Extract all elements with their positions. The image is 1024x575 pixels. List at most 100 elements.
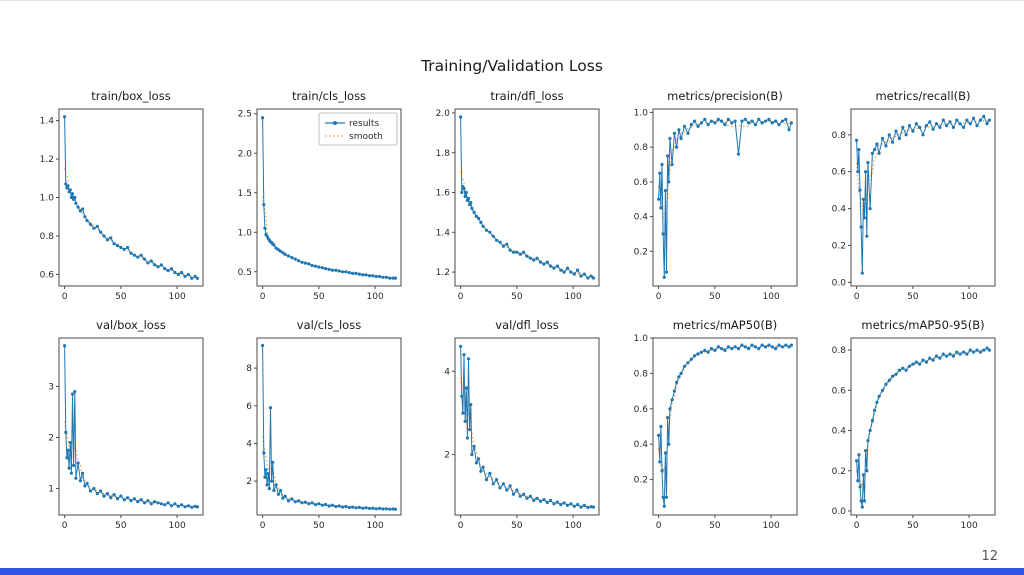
plot-canvas-train-box-loss: 0 50 100 0.6 0.8 1.0 1.2 1.4 — [40, 108, 204, 302]
chart-metrics-recall: metrics/recall(B) 0 50 100 0.0 0.2 0.4 0.6 0.8 — [810, 89, 1006, 304]
svg-text:0: 0 — [854, 521, 860, 531]
svg-text:1.2: 1.2 — [40, 155, 54, 165]
svg-text:0.8: 0.8 — [40, 232, 55, 242]
svg-text:100: 100 — [763, 292, 780, 302]
svg-text:1.0: 1.0 — [40, 194, 55, 204]
svg-text:2.0: 2.0 — [238, 149, 253, 159]
svg-text:50: 50 — [115, 521, 127, 531]
svg-text:0.5: 0.5 — [238, 268, 252, 278]
svg-text:1.0: 1.0 — [238, 228, 253, 238]
svg-text:0.8: 0.8 — [832, 346, 847, 356]
plot-canvas-val-box-loss: 0 50 100 1 2 3 — [48, 337, 204, 531]
svg-text:6: 6 — [246, 402, 252, 412]
plot-canvas-metrics-map50: 0 50 100 0.2 0.4 0.6 0.8 1.0 — [634, 334, 798, 531]
charts-grid: train/box_loss 0 50 100 0.6 0.8 1.0 1.2 1.4 tra… — [0, 89, 1024, 533]
svg-text:0.6: 0.6 — [832, 386, 847, 396]
svg-text:100: 100 — [169, 521, 186, 531]
svg-text:0.2: 0.2 — [634, 476, 648, 486]
plot-canvas-metrics-precision: 0 50 100 0.2 0.4 0.6 0.8 1.0 — [634, 108, 798, 302]
svg-text:0.2: 0.2 — [832, 467, 846, 477]
svg-text:1.2: 1.2 — [436, 268, 450, 278]
svg-text:results: results — [349, 119, 379, 129]
chart-val-box-loss: val/box_loss 0 50 100 1 2 3 — [18, 318, 214, 533]
chart-title: metrics/precision(B) — [667, 89, 783, 103]
chart-train-cls-loss: train/cls_loss 0 50 100 0.5 1.0 1.5 2.0 2.5 resu… — [216, 89, 412, 304]
svg-text:0.4: 0.4 — [634, 440, 649, 450]
svg-text:4: 4 — [246, 439, 252, 449]
svg-text:0.6: 0.6 — [832, 168, 847, 178]
svg-text:1.0: 1.0 — [634, 334, 649, 344]
chart-train-dfl-loss: train/dfl_loss 0 50 100 1.2 1.4 1.6 1.8 2.0 — [414, 89, 610, 304]
svg-text:0: 0 — [458, 292, 464, 302]
svg-text:0.6: 0.6 — [634, 178, 649, 188]
svg-text:0.4: 0.4 — [832, 205, 847, 215]
svg-text:2: 2 — [246, 477, 252, 487]
page-title: Training/Validation Loss — [421, 57, 603, 75]
svg-text:0: 0 — [62, 521, 68, 531]
svg-text:100: 100 — [961, 521, 978, 531]
footer-bar — [0, 568, 1024, 575]
svg-text:2.0: 2.0 — [436, 109, 451, 119]
plot-canvas-train-cls-loss: 0 50 100 0.5 1.0 1.5 2.0 2.5 results smooth — [238, 108, 402, 302]
chart-title: val/dfl_loss — [495, 318, 559, 332]
svg-text:2.5: 2.5 — [238, 110, 252, 120]
plot-canvas-val-cls-loss: 0 50 100 2 4 6 8 — [246, 337, 402, 531]
svg-text:1.0: 1.0 — [634, 108, 649, 118]
svg-text:0.0: 0.0 — [832, 278, 847, 288]
svg-text:2: 2 — [48, 433, 54, 443]
svg-text:0.2: 0.2 — [634, 247, 648, 257]
svg-text:2: 2 — [444, 451, 450, 461]
chart-title: train/dfl_loss — [490, 89, 564, 103]
plot-canvas-metrics-recall: 0 50 100 0.0 0.2 0.4 0.6 0.8 — [832, 108, 996, 302]
svg-text:50: 50 — [709, 521, 721, 531]
svg-text:0.2: 0.2 — [832, 241, 846, 251]
chart-title: metrics/mAP50-95(B) — [861, 318, 985, 332]
svg-text:50: 50 — [511, 292, 523, 302]
svg-text:100: 100 — [367, 292, 384, 302]
svg-text:100: 100 — [961, 292, 978, 302]
svg-text:1.6: 1.6 — [436, 189, 451, 199]
svg-text:0: 0 — [458, 521, 464, 531]
svg-text:50: 50 — [907, 521, 919, 531]
chart-train-box-loss: train/box_loss 0 50 100 0.6 0.8 1.0 1.2 1.4 — [18, 89, 214, 304]
svg-text:100: 100 — [367, 521, 384, 531]
svg-text:0: 0 — [62, 292, 68, 302]
svg-text:0.4: 0.4 — [832, 427, 847, 437]
chart-val-cls-loss: val/cls_loss 0 50 100 2 4 6 8 — [216, 318, 412, 533]
svg-text:0: 0 — [854, 292, 860, 302]
svg-text:100: 100 — [565, 521, 582, 531]
svg-text:0.6: 0.6 — [40, 270, 55, 280]
chart-metrics-map50-95: metrics/mAP50-95(B) 0 50 100 0.0 0.2 0.4 0.6 0.… — [810, 318, 1006, 533]
svg-text:50: 50 — [313, 521, 325, 531]
svg-text:0.6: 0.6 — [634, 405, 649, 415]
chart-title: train/box_loss — [91, 89, 171, 103]
svg-text:0: 0 — [656, 292, 662, 302]
svg-text:8: 8 — [246, 364, 252, 374]
chart-title: val/box_loss — [96, 318, 166, 332]
page-number: 12 — [981, 549, 998, 564]
svg-text:1: 1 — [48, 484, 54, 494]
svg-text:50: 50 — [313, 292, 325, 302]
svg-text:50: 50 — [115, 292, 127, 302]
svg-text:0.8: 0.8 — [634, 369, 649, 379]
svg-text:0: 0 — [260, 521, 266, 531]
plot-canvas-train-dfl-loss: 0 50 100 1.2 1.4 1.6 1.8 2.0 — [436, 108, 600, 302]
svg-text:0.8: 0.8 — [832, 131, 847, 141]
svg-text:0: 0 — [260, 292, 266, 302]
svg-text:1.8: 1.8 — [436, 149, 451, 159]
svg-text:100: 100 — [169, 292, 186, 302]
svg-text:1.4: 1.4 — [40, 117, 55, 127]
svg-text:1.4: 1.4 — [436, 228, 451, 238]
svg-text:4: 4 — [444, 367, 450, 377]
chart-title: metrics/recall(B) — [875, 89, 971, 103]
svg-text:smooth: smooth — [349, 132, 383, 142]
svg-text:50: 50 — [709, 292, 721, 302]
svg-text:0.8: 0.8 — [634, 143, 649, 153]
chart-title: train/cls_loss — [291, 89, 367, 103]
chart-title: val/cls_loss — [296, 318, 362, 332]
svg-text:0.4: 0.4 — [634, 213, 649, 223]
plot-canvas-metrics-map50-95: 0 50 100 0.0 0.2 0.4 0.6 0.8 — [832, 337, 996, 531]
svg-text:50: 50 — [511, 521, 523, 531]
svg-text:50: 50 — [907, 292, 919, 302]
